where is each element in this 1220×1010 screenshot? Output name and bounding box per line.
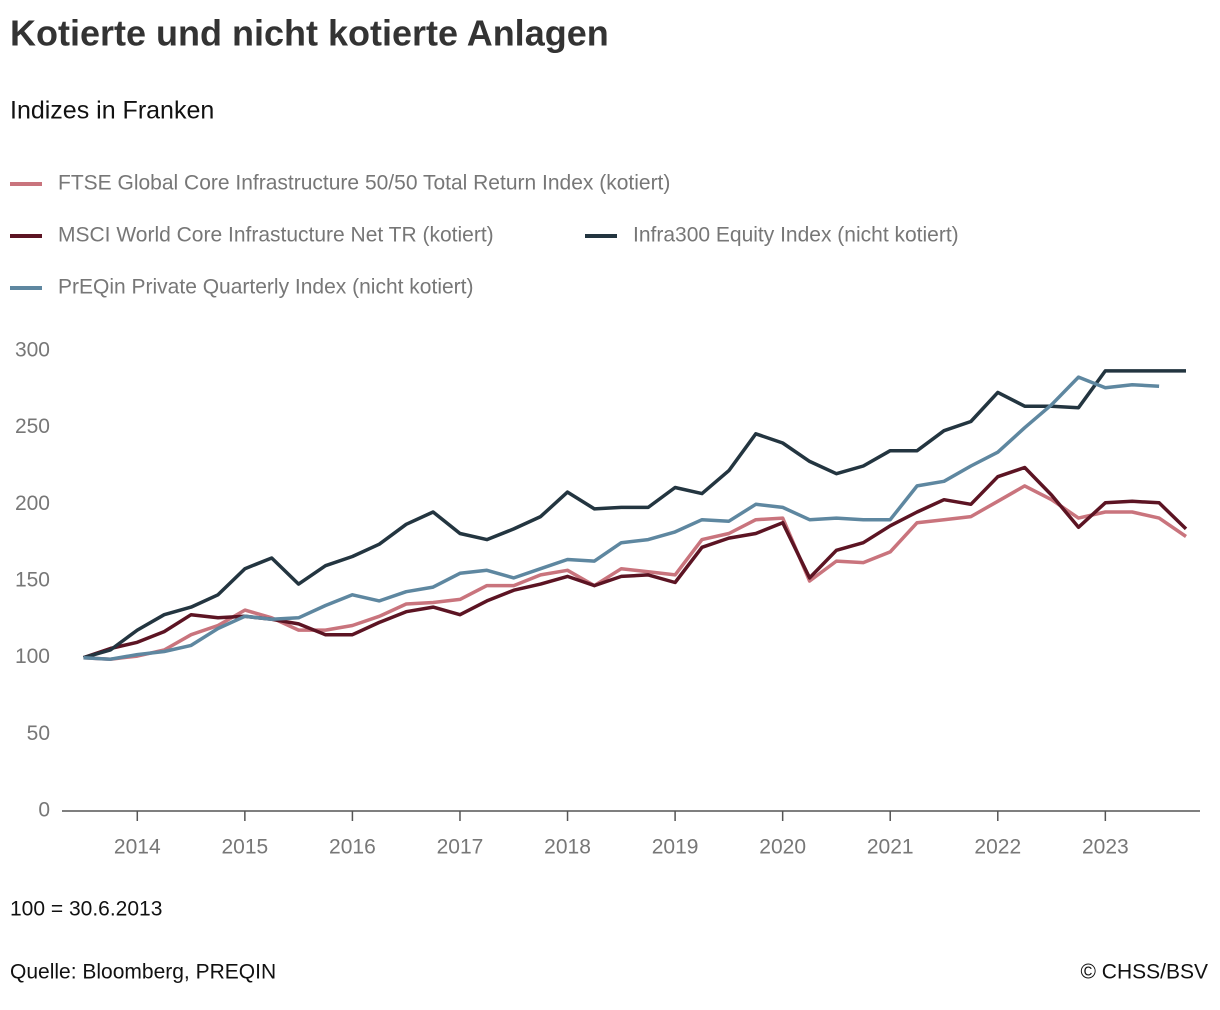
x-tick-label: 2021 bbox=[867, 836, 914, 859]
chart-subtitle: Indizes in Franken bbox=[10, 97, 214, 125]
y-tick-label: 150 bbox=[15, 569, 50, 592]
y-tick-label: 0 bbox=[38, 799, 50, 822]
y-tick-label: 300 bbox=[15, 339, 50, 362]
source: Quelle: Bloomberg, PREQIN bbox=[10, 961, 276, 984]
series-line bbox=[83, 369, 1186, 660]
x-tick-label: 2019 bbox=[652, 836, 699, 859]
chart-title: Kotierte und nicht kotierte Anlagen bbox=[10, 13, 609, 54]
note: 100 = 30.6.2013 bbox=[10, 898, 162, 921]
x-tick-label: 2018 bbox=[544, 836, 591, 859]
legend-label: MSCI World Core Infrastucture Net TR (ko… bbox=[58, 224, 494, 247]
y-tick-label: 250 bbox=[15, 415, 50, 438]
x-tick-label: 2016 bbox=[329, 836, 376, 859]
y-tick-label: 50 bbox=[27, 722, 50, 745]
series-line bbox=[82, 465, 1188, 660]
x-tick-label: 2014 bbox=[114, 836, 161, 859]
legend-label: PrEQin Private Quarterly Index (nicht ko… bbox=[58, 276, 473, 299]
x-tick-label: 2015 bbox=[221, 836, 268, 859]
y-tick-label: 100 bbox=[15, 645, 50, 668]
y-tick-label: 200 bbox=[15, 492, 50, 515]
series-line bbox=[83, 484, 1187, 661]
legend-label: FTSE Global Core Infrastructure 50/50 To… bbox=[58, 172, 670, 195]
x-tick-label: 2020 bbox=[759, 836, 806, 859]
x-tick-label: 2017 bbox=[437, 836, 484, 859]
x-tick-label: 2023 bbox=[1082, 836, 1129, 859]
x-tick-label: 2022 bbox=[974, 836, 1021, 859]
series-line bbox=[83, 375, 1160, 661]
credit: © CHSS/BSV bbox=[1080, 961, 1208, 984]
legend-label: Infra300 Equity Index (nicht kotiert) bbox=[633, 224, 959, 247]
